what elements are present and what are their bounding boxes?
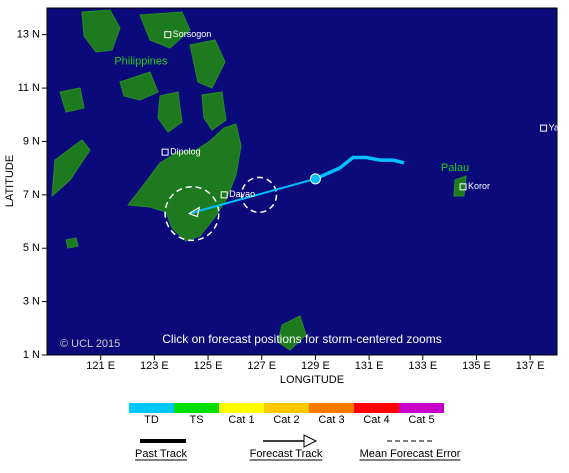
x-tick-label: 123 E <box>140 360 169 372</box>
category-label: Cat 2 <box>273 414 299 426</box>
forecast-arrow-sample <box>303 434 318 448</box>
x-tick-label: 127 E <box>247 360 276 372</box>
category-label: TD <box>144 414 159 426</box>
place-marker <box>161 148 169 156</box>
category-label: Cat 1 <box>228 414 254 426</box>
place-label: Sorsogon <box>173 29 212 39</box>
x-tick-label: 125 E <box>194 360 223 372</box>
line-legend-label: Forecast Track <box>250 448 323 460</box>
category-swatch <box>219 403 264 413</box>
y-tick-label: 7 N <box>23 189 40 201</box>
past-track <box>314 155 405 181</box>
category-swatch <box>354 403 399 413</box>
y-axis-label: LATITUDE <box>4 155 16 207</box>
y-tick-label: 5 N <box>23 242 40 254</box>
category-swatch <box>399 403 444 413</box>
category-label: Cat 4 <box>363 414 389 426</box>
line-legend-label: Mean Forecast Error <box>360 448 461 460</box>
x-tick-label: 129 E <box>301 360 330 372</box>
current-position[interactable] <box>309 173 321 185</box>
x-tick-label: 131 E <box>355 360 384 372</box>
land <box>51 9 467 351</box>
place-label: Dipolog <box>170 147 201 157</box>
place-label: Palau <box>441 162 469 174</box>
y-tick-label: 1 N <box>23 349 40 361</box>
y-tick-label: 11 N <box>18 82 40 94</box>
forecast-track <box>188 177 316 215</box>
error-circle <box>240 176 278 214</box>
place-marker <box>164 31 172 39</box>
y-tick-label: 13 N <box>17 29 40 41</box>
y-tick-label: 9 N <box>23 135 40 147</box>
place-marker <box>540 124 548 132</box>
map-frame <box>46 7 558 356</box>
place-marker <box>459 183 467 191</box>
category-swatch <box>264 403 309 413</box>
place-label: Koror <box>468 181 490 191</box>
forecast-arrowhead[interactable] <box>187 206 201 218</box>
category-swatch <box>309 403 354 413</box>
category-swatch <box>129 403 174 413</box>
x-tick-label: 137 E <box>516 360 545 372</box>
y-tick-label: 3 N <box>23 296 40 308</box>
zoom-note[interactable]: Click on forecast positions for storm-ce… <box>162 332 441 346</box>
place-label: Philippines <box>114 55 168 67</box>
category-label: Cat 5 <box>408 414 434 426</box>
x-tick-label: 133 E <box>408 360 437 372</box>
place-marker <box>220 191 228 199</box>
x-axis-label: LONGITUDE <box>280 374 344 386</box>
category-label: TS <box>189 414 203 426</box>
place-label: Yap <box>549 122 564 132</box>
category-label: Cat 3 <box>318 414 344 426</box>
x-tick-label: 135 E <box>462 360 491 372</box>
place-label: Davao <box>229 189 255 199</box>
category-swatch <box>174 403 219 413</box>
line-legend-label: Past Track <box>135 448 187 460</box>
error-circle <box>164 185 220 242</box>
x-tick-label: 121 E <box>86 360 115 372</box>
copyright: © UCL 2015 <box>60 338 120 350</box>
